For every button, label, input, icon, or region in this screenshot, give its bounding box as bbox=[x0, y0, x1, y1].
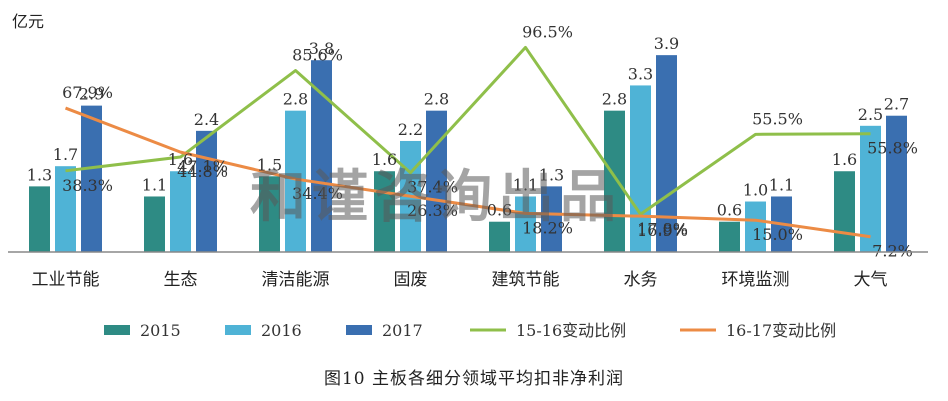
category-label-4: 建筑节能 bbox=[492, 270, 560, 290]
category-label-5: 水务 bbox=[624, 270, 658, 290]
category-label-1: 生态 bbox=[164, 270, 198, 290]
line-label-16-17-3: 26.3% bbox=[407, 201, 458, 220]
bar-label-2015-5: 2.8 bbox=[602, 90, 627, 109]
bar-2016-7 bbox=[860, 125, 881, 252]
line-label-16-17-6: 15.0% bbox=[752, 225, 803, 244]
bar-label-2017-2: 3.8 bbox=[309, 39, 334, 58]
legend-label-1: 2016 bbox=[261, 321, 302, 340]
bar-label-2017-7: 2.7 bbox=[884, 95, 909, 114]
bar-2017-4 bbox=[541, 186, 562, 252]
bar-2016-1 bbox=[170, 171, 191, 252]
bar-2015-6 bbox=[719, 221, 740, 252]
bar-2015-0 bbox=[29, 186, 50, 252]
bar-2015-7 bbox=[834, 171, 855, 252]
legend: 2015 2016 2017 15-16变动比例 16-17变动比例 bbox=[104, 321, 836, 340]
bar-2017-3 bbox=[426, 110, 447, 253]
legend-swatch-2 bbox=[346, 325, 372, 335]
bar-label-2017-4: 1.3 bbox=[539, 165, 564, 184]
line-16-17 bbox=[64, 106, 871, 239]
legend-label-3: 15-16变动比例 bbox=[516, 321, 626, 340]
bar-2016-0 bbox=[55, 166, 76, 252]
line-label-16-17-4: 18.2% bbox=[522, 218, 573, 237]
line-label-15-16-1: 44.8% bbox=[177, 162, 228, 181]
line-layer bbox=[64, 45, 871, 239]
data-label-layer: 1.31.72.91.11.62.41.52.83.81.62.22.80.61… bbox=[27, 22, 918, 260]
line-label-15-16-5: 17.8% bbox=[637, 219, 688, 238]
bar-label-2016-1: 1.6 bbox=[168, 150, 193, 169]
bar-label-2016-2: 2.8 bbox=[283, 90, 308, 109]
bar-label-2017-3: 2.8 bbox=[424, 90, 449, 109]
bar-2016-6 bbox=[745, 201, 766, 252]
line-label-15-16-6: 55.5% bbox=[752, 109, 803, 128]
bar-2017-1 bbox=[196, 130, 217, 252]
line-label-16-17-2: 34.4% bbox=[292, 184, 343, 203]
legend-label-2: 2017 bbox=[382, 321, 423, 340]
line-label-16-17-0: 67.9% bbox=[62, 83, 113, 102]
bar-label-2015-4: 0.6 bbox=[487, 201, 512, 220]
bar-label-2016-0: 1.7 bbox=[53, 145, 78, 164]
line-label-15-16-0: 38.3% bbox=[62, 176, 113, 195]
bar-2016-2 bbox=[285, 110, 306, 253]
bar-label-2017-5: 3.9 bbox=[654, 34, 679, 53]
bar-2017-7 bbox=[886, 115, 907, 252]
bar-2016-4 bbox=[515, 196, 536, 252]
legend-label-0: 2015 bbox=[140, 321, 181, 340]
legend-swatch-1 bbox=[225, 325, 251, 335]
bar-2017-2 bbox=[311, 60, 332, 252]
bar-label-2016-4: 1.1 bbox=[513, 175, 538, 194]
bar-label-2015-1: 1.1 bbox=[142, 175, 167, 194]
category-label-6: 环境监测 bbox=[722, 270, 790, 290]
unit-label: 亿元 bbox=[12, 12, 45, 31]
bar-label-2016-7: 2.5 bbox=[858, 105, 883, 124]
legend-label-4: 16-17变动比例 bbox=[726, 321, 836, 340]
category-label-7: 大气 bbox=[854, 270, 888, 290]
bar-label-2015-2: 1.5 bbox=[257, 155, 282, 174]
bar-label-2016-3: 2.2 bbox=[398, 120, 423, 139]
line-label-16-17-7: 7.2% bbox=[872, 242, 913, 261]
bar-label-2015-3: 1.6 bbox=[372, 150, 397, 169]
category-label-2: 清洁能源 bbox=[262, 270, 330, 290]
bar-label-2017-0: 2.9 bbox=[79, 85, 104, 104]
category-label-0: 工业节能 bbox=[32, 270, 100, 290]
bar-label-2016-6: 1.0 bbox=[743, 181, 768, 200]
line-label-15-16-3: 37.4% bbox=[407, 178, 458, 197]
bar-label-2015-6: 0.6 bbox=[717, 201, 742, 220]
bar-label-2015-0: 1.3 bbox=[27, 165, 52, 184]
line-label-16-17-1: 47.1% bbox=[177, 157, 228, 176]
chart-caption: 图10 主板各细分领域平均扣非净利润 bbox=[323, 369, 625, 389]
category-label-3: 固废 bbox=[394, 270, 428, 290]
line-15-16 bbox=[65, 45, 871, 216]
bar-2017-5 bbox=[656, 55, 677, 253]
bar-2015-2 bbox=[259, 176, 280, 252]
bar-label-2015-7: 1.6 bbox=[832, 150, 857, 169]
line-label-15-16-4: 96.5% bbox=[522, 22, 573, 41]
line-label-15-16-7: 55.8% bbox=[867, 139, 918, 158]
bar-2015-4 bbox=[489, 221, 510, 252]
bar-label-2016-5: 3.3 bbox=[628, 64, 653, 83]
watermark: 和谨咨询出品 bbox=[250, 165, 622, 230]
legend-swatch-0 bbox=[104, 325, 130, 335]
bar-2017-0 bbox=[81, 105, 102, 252]
category-axis: 工业节能 生态 清洁能源 固废 建筑节能 水务 环境监测 大气 bbox=[32, 270, 888, 290]
line-label-16-17-5: 16.9% bbox=[637, 221, 688, 240]
bar-label-2017-1: 2.4 bbox=[194, 110, 219, 129]
bar-label-2017-6: 1.1 bbox=[769, 175, 794, 194]
bar-2015-1 bbox=[144, 196, 165, 252]
line-label-15-16-2: 85.6% bbox=[292, 46, 343, 65]
